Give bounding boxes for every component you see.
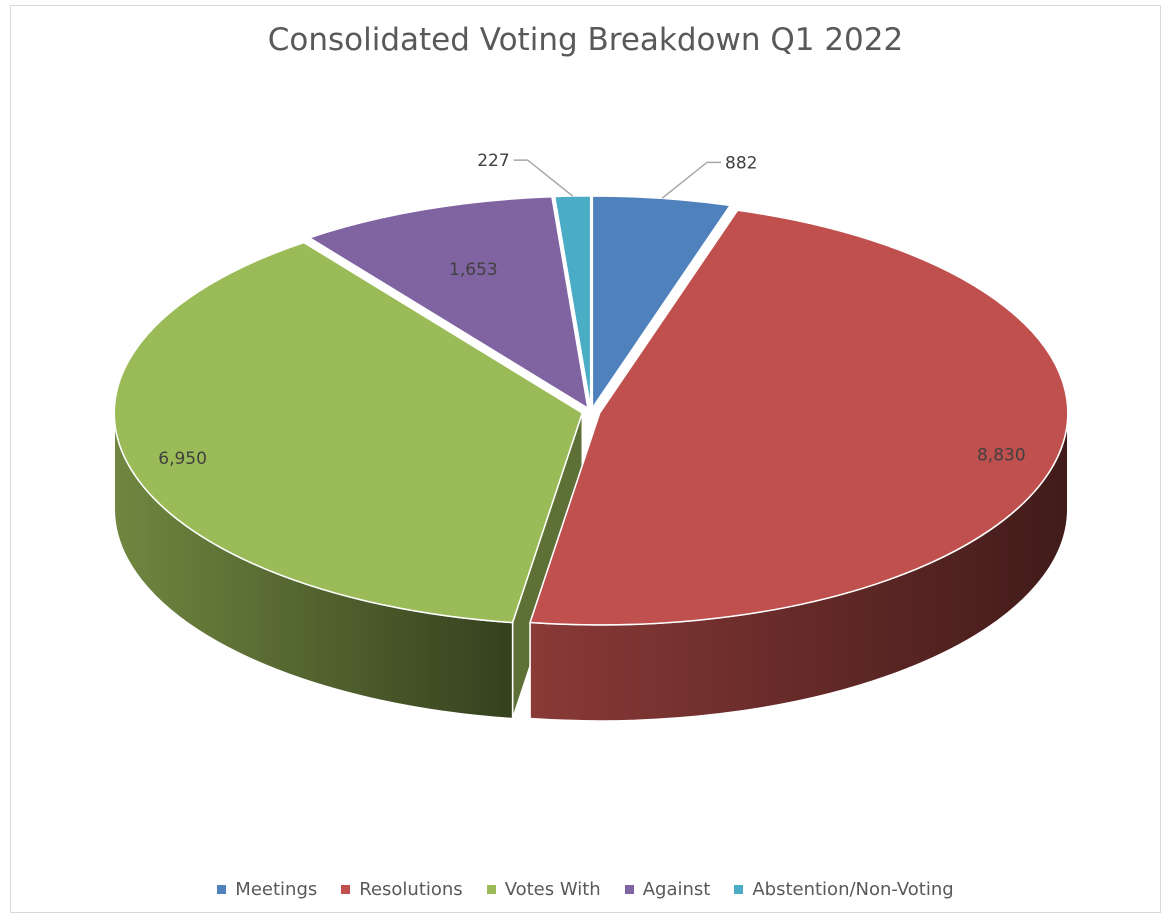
legend-label-resolutions: Resolutions xyxy=(359,879,463,900)
legend-label-votes-with: Votes With xyxy=(504,879,601,900)
pie-slice-resolutions xyxy=(529,209,1069,626)
data-label-abstention: 227 xyxy=(477,151,509,171)
legend-swatch-votes-with xyxy=(486,885,496,894)
pie-slice-votes-with xyxy=(113,241,584,624)
legend-swatch-resolutions xyxy=(341,885,351,894)
data-label-against: 1,653 xyxy=(449,260,498,280)
legend-swatch-abstention xyxy=(734,885,744,894)
chart-frame: Consolidated Voting Breakdown Q1 2022 88… xyxy=(10,5,1161,913)
legend-item-abstention: Abstention/Non-Voting xyxy=(734,879,954,900)
legend-item-against: Against xyxy=(624,879,711,900)
legend-swatch-meetings xyxy=(217,885,227,894)
legend-label-meetings: Meetings xyxy=(235,879,318,900)
legend-label-against: Against xyxy=(642,879,711,900)
pie-slice-against xyxy=(307,196,589,410)
legend-label-abstention: Abstention/Non-Voting xyxy=(752,879,954,900)
pie-chart: 882 8,830 6,950 1,653 227 xyxy=(113,151,1069,722)
legend-item-meetings: Meetings xyxy=(217,879,317,900)
pie-slice-meetings xyxy=(591,195,732,411)
data-label-votes-with: 6,950 xyxy=(158,449,207,469)
legend-item-resolutions: Resolutions xyxy=(341,879,463,900)
data-label-resolutions: 8,830 xyxy=(977,445,1026,465)
leader-line-meetings xyxy=(661,161,722,199)
chart-title: Consolidated Voting Breakdown Q1 2022 xyxy=(267,22,904,58)
legend-swatch-against xyxy=(624,885,634,894)
data-label-meetings: 882 xyxy=(725,153,757,173)
leader-line-abstention xyxy=(513,159,574,197)
legend-item-votes-with: Votes With xyxy=(486,879,601,900)
legend: Meetings Resolutions Votes With Against Abst… xyxy=(11,878,1160,900)
